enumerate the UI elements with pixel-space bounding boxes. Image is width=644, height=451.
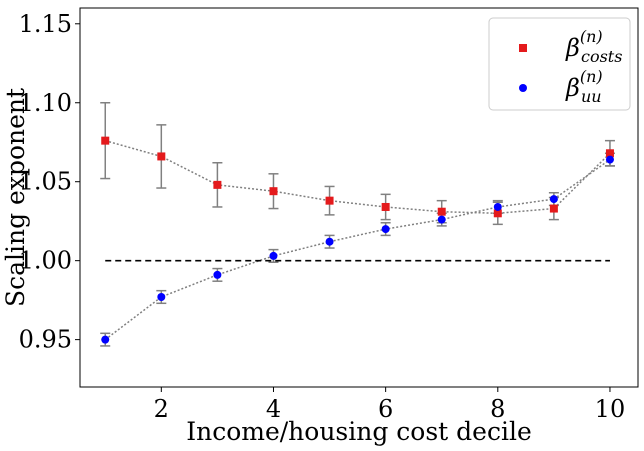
point-uu-4: [269, 251, 278, 260]
y-tick-label: 1.15: [19, 10, 72, 38]
point-costs-9: [549, 204, 558, 213]
y-axis-ticks: 0.95 1.00 1.05 1.10 1.15: [19, 10, 80, 354]
point-uu-2: [157, 292, 166, 301]
point-uu-10: [605, 155, 614, 164]
error-bars-layer: [100, 102, 615, 347]
point-uu-3: [213, 270, 222, 279]
series-uu-line: [104, 158, 611, 341]
point-costs-2: [157, 152, 166, 161]
point-uu-1: [101, 335, 110, 344]
point-costs-1: [101, 136, 110, 145]
y-axis-label: Scaling exponent: [1, 88, 30, 307]
legend-label-costs: β(n) costs: [565, 27, 622, 66]
x-tick-label: 4: [266, 395, 281, 423]
legend-label-uu: β(n) uu: [565, 67, 603, 106]
point-costs-4: [269, 187, 278, 196]
point-uu-7: [437, 215, 446, 224]
plot-area-frame: [79, 7, 639, 388]
legend-marker-costs: [519, 44, 527, 52]
y-tick-label: 1.00: [19, 247, 72, 275]
series-costs-line: [105, 139, 611, 215]
x-axis-ticks: 2 4 6 8 10: [154, 387, 626, 423]
x-tick-label: 2: [154, 395, 169, 423]
y-tick-label: 1.10: [19, 89, 72, 117]
y-tick-label: 0.95: [19, 326, 72, 354]
x-tick-label: 6: [378, 395, 393, 423]
point-costs-3: [213, 180, 222, 189]
point-costs-10: [605, 149, 614, 158]
point-costs-8: [493, 209, 502, 218]
point-uu-6: [381, 225, 390, 234]
point-costs-7: [437, 207, 446, 216]
point-uu-9: [549, 195, 558, 204]
x-tick-label: 8: [490, 395, 505, 423]
series-connector-lines: [104, 139, 611, 341]
point-uu-5: [325, 237, 334, 246]
point-costs-6: [381, 202, 390, 211]
data-markers-layer: [101, 136, 614, 344]
x-tick-label: 10: [595, 395, 626, 423]
legend-marker-uu: [519, 84, 527, 92]
y-tick-label: 1.05: [19, 168, 72, 196]
point-uu-8: [493, 202, 502, 211]
x-axis-label: Income/housing cost decile: [186, 417, 532, 446]
point-costs-5: [325, 196, 334, 205]
